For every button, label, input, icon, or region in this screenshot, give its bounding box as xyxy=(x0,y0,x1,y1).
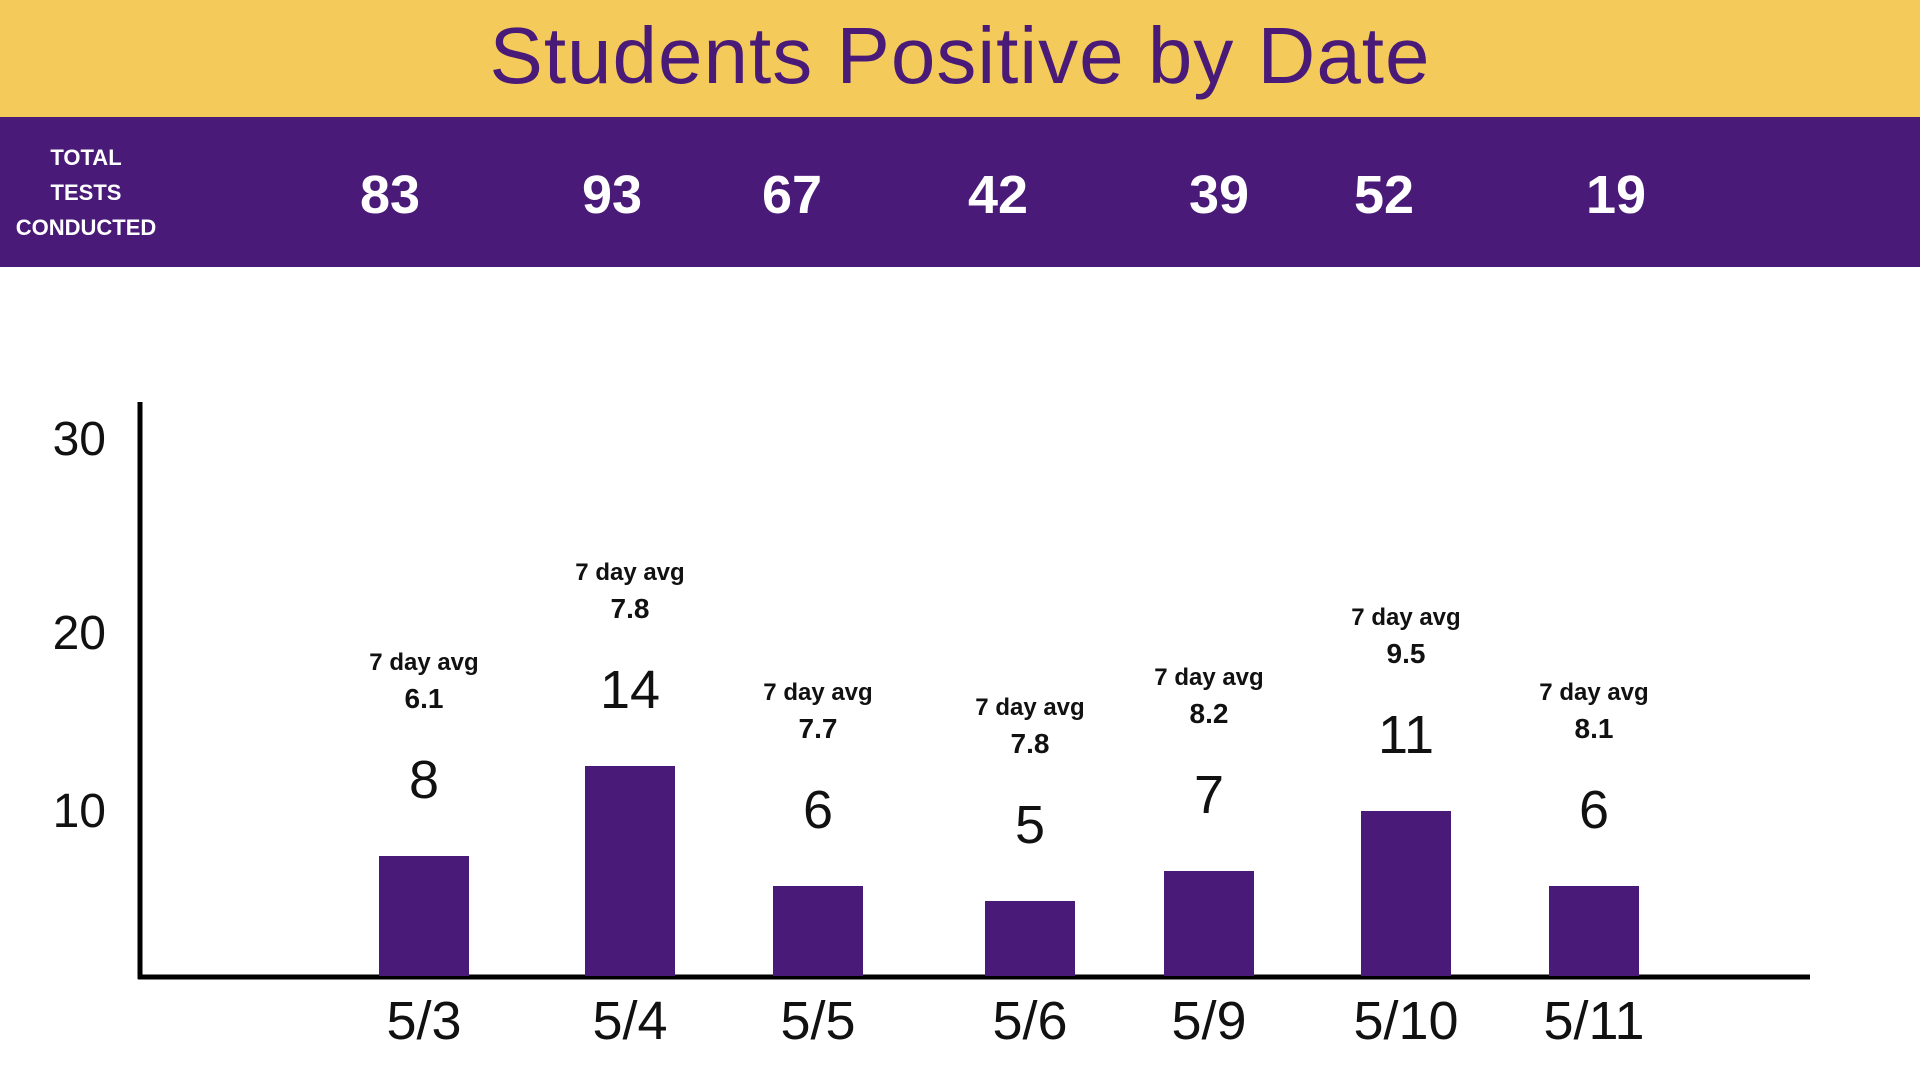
total-tests-value: 42 xyxy=(967,165,1029,225)
seven-day-avg-label: 7 day avg xyxy=(575,559,684,586)
seven-day-avg-label: 7 day avg xyxy=(1154,664,1263,691)
x-category-label: 5/6 xyxy=(992,991,1067,1051)
total-tests-label: TOTAL TESTS CONDUCTED xyxy=(0,117,172,267)
x-category-label: 5/11 xyxy=(1543,991,1644,1051)
seven-day-avg-value: 9.5 xyxy=(1387,638,1426,669)
bar-value-label: 7 xyxy=(1194,765,1224,825)
bar-value-label: 6 xyxy=(803,780,833,840)
bar xyxy=(773,886,863,976)
bar xyxy=(379,856,469,976)
seven-day-avg-label: 7 day avg xyxy=(763,679,872,706)
title-band: Students Positive by Date xyxy=(0,0,1920,117)
x-category-label: 5/10 xyxy=(1353,991,1458,1051)
bar-value-label: 11 xyxy=(1378,705,1434,765)
page-title: Students Positive by Date xyxy=(489,10,1431,100)
total-tests-value: 19 xyxy=(1585,165,1647,225)
tests-label-line: TESTS xyxy=(50,179,122,205)
x-category-label: 5/9 xyxy=(1171,991,1246,1051)
seven-day-avg-value: 8.1 xyxy=(1575,713,1614,744)
y-tick-label: 30 xyxy=(53,413,106,466)
seven-day-avg-value: 7.8 xyxy=(1011,728,1050,759)
bar-value-label: 8 xyxy=(409,750,439,810)
seven-day-avg-label: 7 day avg xyxy=(975,694,1084,721)
total-tests-value: 52 xyxy=(1353,165,1415,225)
x-category-label: 5/4 xyxy=(592,991,667,1051)
seven-day-avg-label: 7 day avg xyxy=(1351,604,1460,631)
total-tests-value: 93 xyxy=(581,165,643,225)
seven-day-avg-value: 8.2 xyxy=(1190,698,1229,729)
total-tests-value: 39 xyxy=(1188,165,1250,225)
seven-day-avg-value: 6.1 xyxy=(405,683,444,714)
y-tick-label: 20 xyxy=(53,607,106,660)
tests-label-line: TOTAL xyxy=(50,144,122,170)
bar xyxy=(1549,886,1639,976)
tests-label-line: CONDUCTED xyxy=(15,214,157,240)
bar-value-label: 5 xyxy=(1015,795,1045,855)
bar xyxy=(1164,871,1254,976)
x-category-label: 5/3 xyxy=(386,991,461,1051)
total-tests-value: 67 xyxy=(761,165,823,225)
bar-chart: 10 20 30 8 7 day avg 6.1 5/3 14 7 day avg 7.8 5/4 6… xyxy=(53,402,1810,1051)
seven-day-avg-value: 7.8 xyxy=(611,593,650,624)
total-tests-band: TOTAL TESTS CONDUCTED 83 93 67 42 39 52 19 xyxy=(0,117,1920,267)
bar xyxy=(1361,811,1451,976)
x-category-label: 5/5 xyxy=(780,991,855,1051)
seven-day-avg-value: 7.7 xyxy=(799,713,838,744)
total-tests-value: 83 xyxy=(359,165,421,225)
bar-value-label: 14 xyxy=(600,660,660,720)
seven-day-avg-label: 7 day avg xyxy=(369,649,478,676)
bar xyxy=(985,901,1075,976)
seven-day-avg-label: 7 day avg xyxy=(1539,679,1648,706)
bar xyxy=(585,766,675,976)
bar-value-label: 6 xyxy=(1579,780,1609,840)
y-tick-label: 10 xyxy=(53,785,106,838)
